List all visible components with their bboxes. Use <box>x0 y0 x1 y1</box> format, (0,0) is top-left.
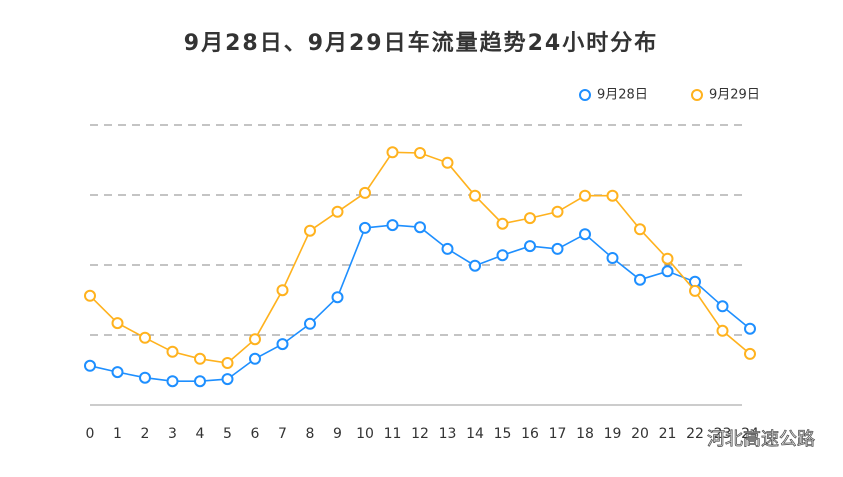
data-point <box>579 189 591 202</box>
data-point <box>661 265 674 278</box>
x-tick-label: 17 <box>549 426 567 442</box>
chart-title: 9月28日、9月29日车流量趋势24小时分布 <box>184 30 658 56</box>
x-tick-label: 2 <box>141 426 150 442</box>
x-tick-label: 19 <box>604 426 622 442</box>
x-tick-label: 3 <box>168 426 177 442</box>
x-tick-label: 24 <box>741 426 759 442</box>
data-point <box>441 242 454 255</box>
x-tick-label: 6 <box>251 426 260 442</box>
legend-label: 9月29日 <box>709 88 760 103</box>
data-point <box>606 189 619 202</box>
legend-marker <box>579 89 591 101</box>
watermark: 河北高速公路 <box>707 429 815 450</box>
data-point <box>166 345 179 358</box>
x-tick-label: 10 <box>356 426 374 442</box>
data-point <box>359 186 371 199</box>
data-point <box>414 221 426 234</box>
x-tick-label: 12 <box>411 426 429 442</box>
data-point <box>331 205 344 218</box>
data-point <box>84 289 96 302</box>
x-tick-label: 20 <box>631 426 649 442</box>
x-tick-label: 21 <box>659 426 677 442</box>
series-line <box>89 224 751 383</box>
data-point <box>414 147 426 159</box>
data-point <box>524 212 536 225</box>
series-line <box>89 151 751 364</box>
data-point <box>304 224 316 237</box>
data-point <box>579 228 591 241</box>
x-tick-label: 23 <box>714 426 732 442</box>
data-point <box>744 322 756 335</box>
data-point <box>716 324 729 337</box>
data-point <box>386 219 399 232</box>
data-point <box>606 252 619 264</box>
data-point <box>716 300 729 313</box>
legend-label: 9月28日 <box>597 88 648 103</box>
legend-marker <box>691 89 703 101</box>
data-point <box>744 347 756 360</box>
x-tick-label: 16 <box>521 426 539 442</box>
data-point <box>276 338 289 351</box>
data-point <box>469 189 481 202</box>
x-tick-label: 4 <box>196 426 205 442</box>
data-point <box>194 352 206 365</box>
x-tick-label: 8 <box>306 426 315 442</box>
x-tick-label: 7 <box>278 426 287 442</box>
x-tick-label: 11 <box>384 426 402 442</box>
x-tick-label: 13 <box>439 426 457 442</box>
data-point <box>331 291 344 304</box>
data-point <box>551 242 564 255</box>
data-point <box>276 284 289 297</box>
x-tick-label: 9 <box>333 426 342 442</box>
x-tick-label: 15 <box>494 426 512 442</box>
data-point <box>111 317 124 330</box>
x-tick-label: 22 <box>686 426 704 442</box>
data-point <box>111 366 124 379</box>
data-point <box>469 259 481 272</box>
data-point <box>166 375 179 388</box>
data-point <box>84 359 96 372</box>
data-point <box>634 223 646 236</box>
data-point <box>441 156 454 169</box>
data-point <box>496 217 509 230</box>
data-point <box>359 221 371 234</box>
data-point <box>194 375 206 388</box>
data-point <box>249 352 261 365</box>
data-point <box>386 146 399 159</box>
data-point <box>524 240 536 253</box>
x-tick-label: 5 <box>223 426 232 442</box>
x-tick-label: 14 <box>466 426 484 442</box>
data-point <box>221 373 234 386</box>
data-point <box>249 333 261 346</box>
data-point <box>496 249 509 262</box>
x-tick-label: 1 <box>113 426 122 442</box>
x-tick-label: 18 <box>576 426 594 442</box>
data-point <box>661 252 674 265</box>
data-point <box>551 205 564 218</box>
x-tick-label: 0 <box>86 426 95 442</box>
data-point <box>634 273 646 286</box>
data-point <box>139 331 151 344</box>
data-point <box>304 317 316 330</box>
data-point <box>139 371 151 384</box>
data-point <box>221 357 234 369</box>
data-point <box>689 284 701 297</box>
